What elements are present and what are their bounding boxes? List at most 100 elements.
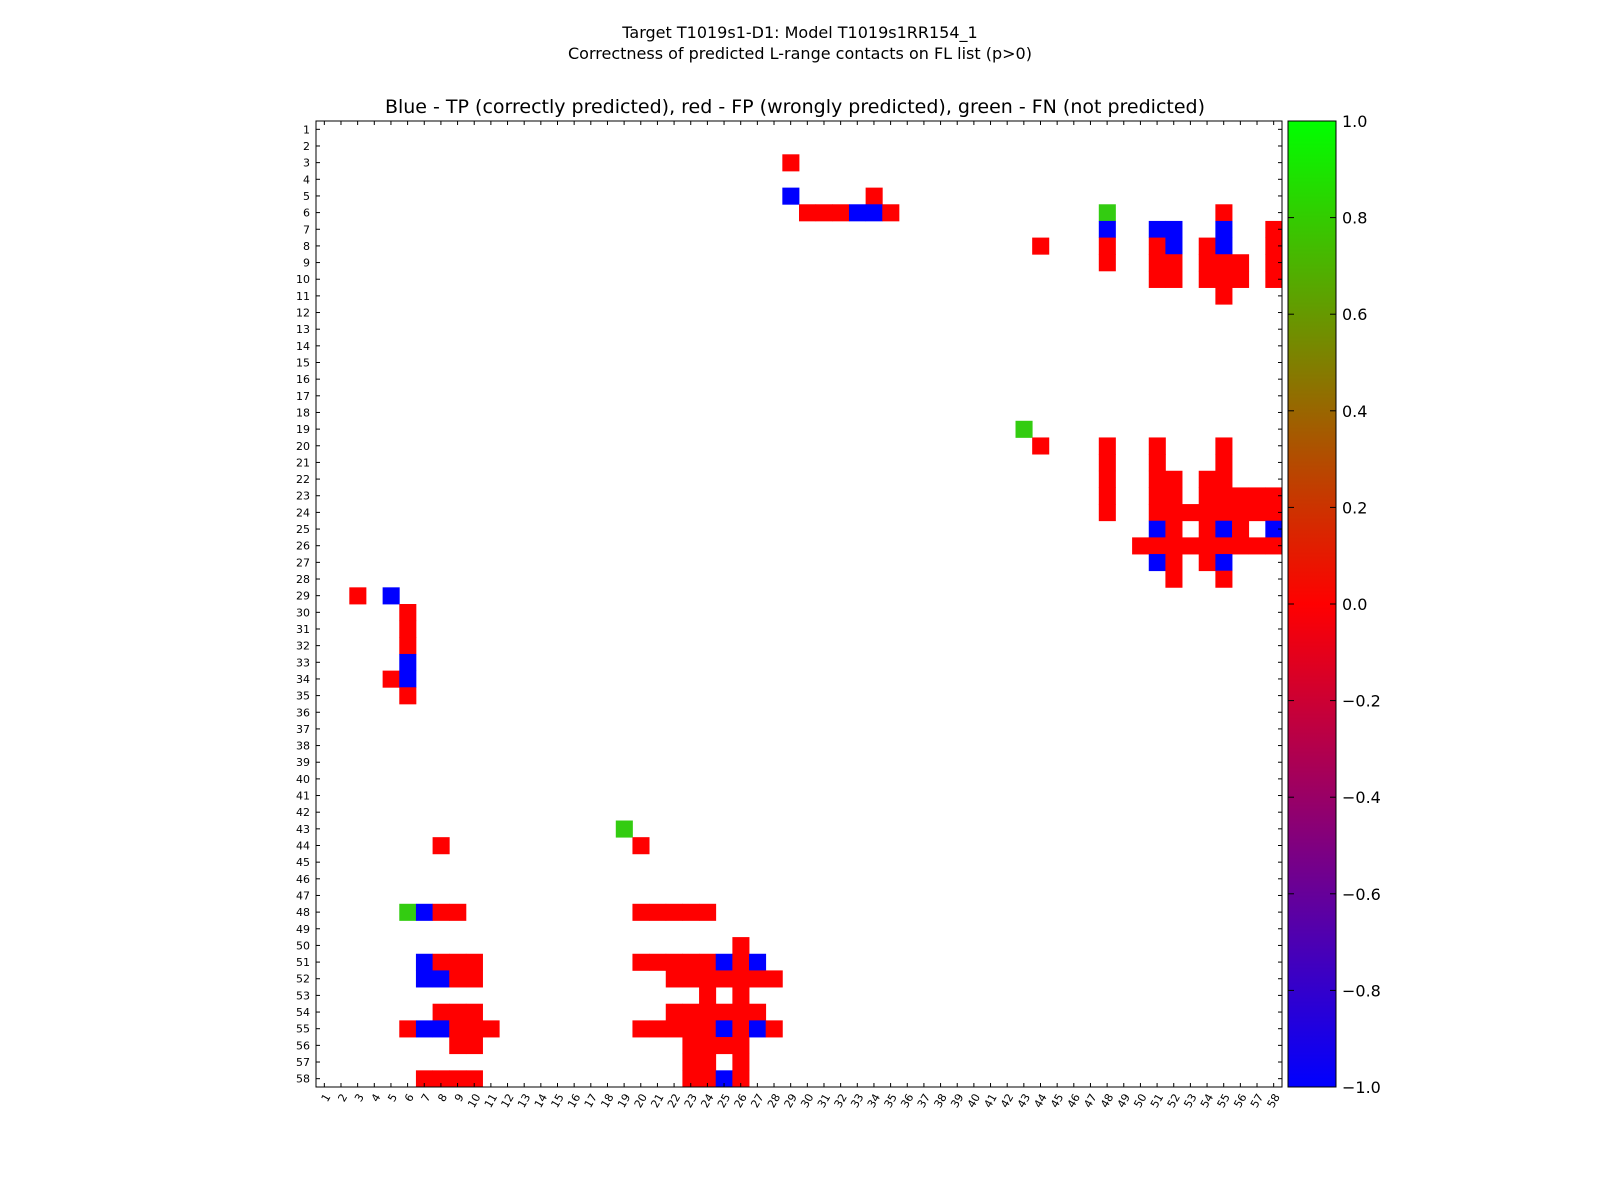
x-tick-label: 35 (882, 1092, 900, 1111)
heatmap-cell (449, 953, 467, 971)
heatmap-cell (682, 1053, 700, 1071)
heatmap-cell (1165, 504, 1183, 522)
x-tick-label: 45 (1048, 1092, 1066, 1111)
x-tick-label: 11 (482, 1092, 500, 1111)
y-tick-label: 10 (296, 273, 310, 286)
x-tick-label: 48 (1098, 1092, 1116, 1111)
heatmap-cell (449, 1037, 467, 1055)
heatmap-cell (732, 1037, 750, 1055)
x-tick-label: 6 (402, 1092, 417, 1105)
y-tick-label: 17 (296, 390, 310, 403)
x-tick-label: 7 (419, 1092, 434, 1105)
x-tick-label: 33 (848, 1092, 866, 1111)
heatmap-cell (699, 953, 717, 971)
x-tick-label: 28 (765, 1092, 783, 1111)
heatmap-cell (815, 204, 833, 222)
y-tick-label: 48 (296, 906, 310, 919)
y-tick-label: 35 (296, 690, 310, 703)
heatmap-cell (1215, 204, 1233, 222)
heatmap-cell (682, 970, 700, 988)
y-tick-label: 45 (296, 856, 310, 869)
y-tick-label: 13 (296, 323, 310, 336)
y-tick-label: 33 (296, 656, 310, 669)
heatmap-cell (1198, 537, 1216, 555)
plot-frame (315, 120, 1283, 1088)
heatmap-cell (1132, 537, 1150, 555)
heatmap-cell (1198, 554, 1216, 572)
heatmap-cell (749, 1003, 767, 1021)
y-tick-label: 56 (296, 1039, 310, 1052)
x-tick-label: 27 (748, 1092, 766, 1111)
heatmap-cell (749, 953, 767, 971)
heatmap-cell (715, 1003, 733, 1021)
heatmap-cell (699, 1037, 717, 1055)
y-tick-label: 51 (296, 956, 310, 969)
heatmap-cell (1098, 487, 1116, 505)
heatmap-cell (1098, 204, 1116, 222)
heatmap-cell (649, 903, 667, 921)
heatmap-cell (732, 970, 750, 988)
x-tick-label: 55 (1215, 1092, 1233, 1111)
y-tick-label: 47 (296, 889, 310, 902)
heatmap-cell (1215, 520, 1233, 538)
suptitle-line2: Correctness of predicted L-range contact… (568, 44, 1032, 63)
heatmap-cell (1232, 504, 1250, 522)
x-tick-label: 54 (1198, 1092, 1216, 1111)
x-tick-label: 25 (715, 1092, 733, 1111)
heatmap-cell (465, 1003, 483, 1021)
heatmap-cell (1265, 537, 1283, 555)
colorbar-tick-label: −0.2 (1342, 692, 1381, 711)
x-tick-label: 37 (915, 1092, 933, 1111)
x-tick-label: 36 (898, 1092, 916, 1111)
y-tick-label: 20 (296, 440, 310, 453)
heatmap-cell (732, 987, 750, 1005)
colorbar-tick-label: 0.8 (1342, 209, 1367, 228)
heatmap-cell (1232, 537, 1250, 555)
heatmap-cell (1148, 554, 1166, 572)
y-tick-label: 34 (296, 673, 310, 686)
x-tick-label: 14 (532, 1092, 550, 1111)
colorbar-tick-label: 0.6 (1342, 305, 1367, 324)
heatmap-cell (382, 587, 400, 605)
heatmap-cell (1165, 270, 1183, 288)
y-tick-label: 16 (296, 373, 310, 386)
heatmap-cell (615, 820, 633, 838)
colorbar (1288, 121, 1336, 1087)
heatmap-cell (1165, 220, 1183, 238)
y-tick-label: 54 (296, 1006, 310, 1019)
heatmap-cell (699, 1070, 717, 1088)
y-tick-label: 5 (303, 190, 310, 203)
heatmap-cell (432, 837, 450, 855)
heatmap-cell (715, 1070, 733, 1088)
heatmap-cell (1265, 237, 1283, 255)
y-axis: 1234567891011121314151617181920212223242… (296, 123, 1282, 1086)
colorbar-tick-label: −0.4 (1342, 788, 1381, 807)
suptitle-line1: Target T1019s1-D1: Model T1019s1RR154_1 (621, 23, 977, 43)
heatmap-cell (715, 953, 733, 971)
heatmap-cell (1148, 454, 1166, 472)
heatmap-cell (632, 903, 650, 921)
y-tick-label: 28 (296, 573, 310, 586)
y-tick-label: 3 (303, 157, 310, 170)
heatmap-cell (1148, 237, 1166, 255)
x-tick-label: 29 (782, 1092, 800, 1111)
x-tick-label: 49 (1115, 1092, 1133, 1111)
x-tick-label: 50 (1131, 1092, 1149, 1111)
heatmap-cell (1215, 254, 1233, 272)
heatmap-cell (1215, 470, 1233, 488)
heatmap-cell (1198, 520, 1216, 538)
heatmap-cell (715, 1020, 733, 1038)
y-tick-label: 42 (296, 806, 310, 819)
heatmap-cell (1232, 487, 1250, 505)
y-tick-label: 41 (296, 790, 310, 803)
x-tick-label: 43 (1015, 1092, 1033, 1111)
heatmap-cell (682, 1020, 700, 1038)
heatmap-cell (1265, 504, 1283, 522)
x-tick-label: 16 (565, 1092, 583, 1111)
x-tick-label: 26 (732, 1092, 750, 1111)
x-tick-label: 47 (1081, 1092, 1099, 1111)
heatmap-cell (1215, 220, 1233, 238)
heatmap-cell (682, 1070, 700, 1088)
heatmap-cell (665, 1003, 683, 1021)
heatmap-cell (399, 903, 417, 921)
